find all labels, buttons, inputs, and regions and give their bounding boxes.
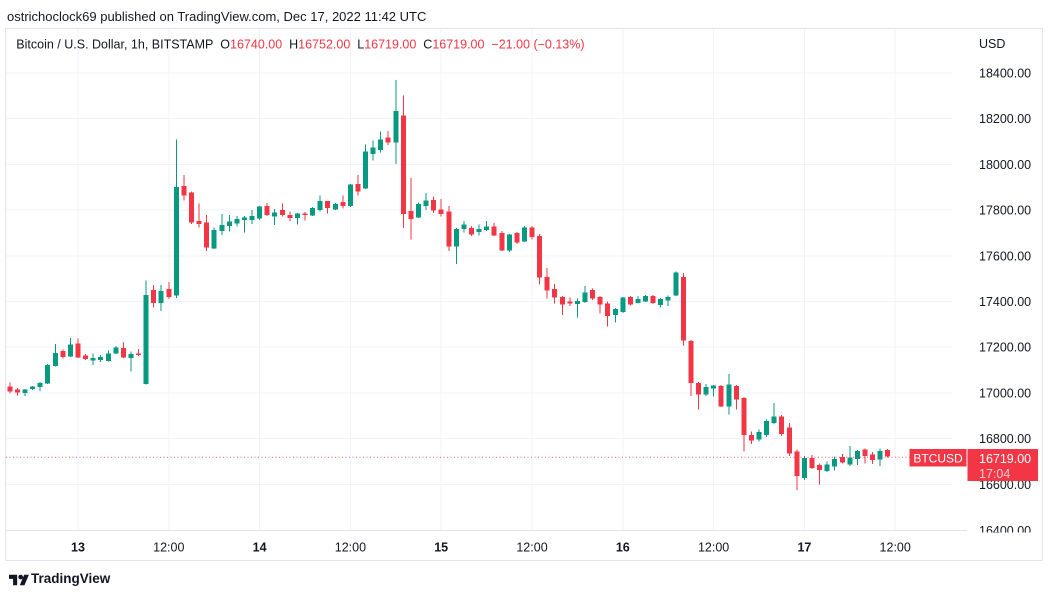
- svg-text:BTCUSD: BTCUSD: [913, 452, 963, 466]
- svg-text:16600.00: 16600.00: [979, 478, 1031, 492]
- svg-text:17000.00: 17000.00: [979, 386, 1031, 400]
- svg-text:14: 14: [253, 541, 267, 555]
- svg-text:13: 13: [71, 541, 85, 555]
- svg-text:12:00: 12:00: [880, 541, 911, 555]
- svg-text:18400.00: 18400.00: [979, 67, 1031, 81]
- svg-text:15: 15: [434, 541, 448, 555]
- svg-text:18000.00: 18000.00: [979, 158, 1031, 172]
- svg-text:17:04: 17:04: [979, 467, 1010, 481]
- svg-text:12:00: 12:00: [153, 541, 184, 555]
- svg-text:12:00: 12:00: [698, 541, 729, 555]
- svg-text:12:00: 12:00: [335, 541, 366, 555]
- svg-text:17600.00: 17600.00: [979, 249, 1031, 263]
- svg-text:17400.00: 17400.00: [979, 295, 1031, 309]
- svg-text:18200.00: 18200.00: [979, 112, 1031, 126]
- svg-text:17800.00: 17800.00: [979, 204, 1031, 218]
- svg-text:16719.00: 16719.00: [979, 452, 1031, 466]
- svg-text:USD: USD: [979, 37, 1005, 51]
- svg-text:12:00: 12:00: [516, 541, 547, 555]
- svg-text:16: 16: [616, 541, 630, 555]
- svg-text:16800.00: 16800.00: [979, 432, 1031, 446]
- svg-text:17: 17: [797, 541, 811, 555]
- svg-text:Bitcoin / U.S. Dollar, 1h, BIT: Bitcoin / U.S. Dollar, 1h, BITSTAMP O167…: [16, 37, 584, 51]
- svg-text:17200.00: 17200.00: [979, 341, 1031, 355]
